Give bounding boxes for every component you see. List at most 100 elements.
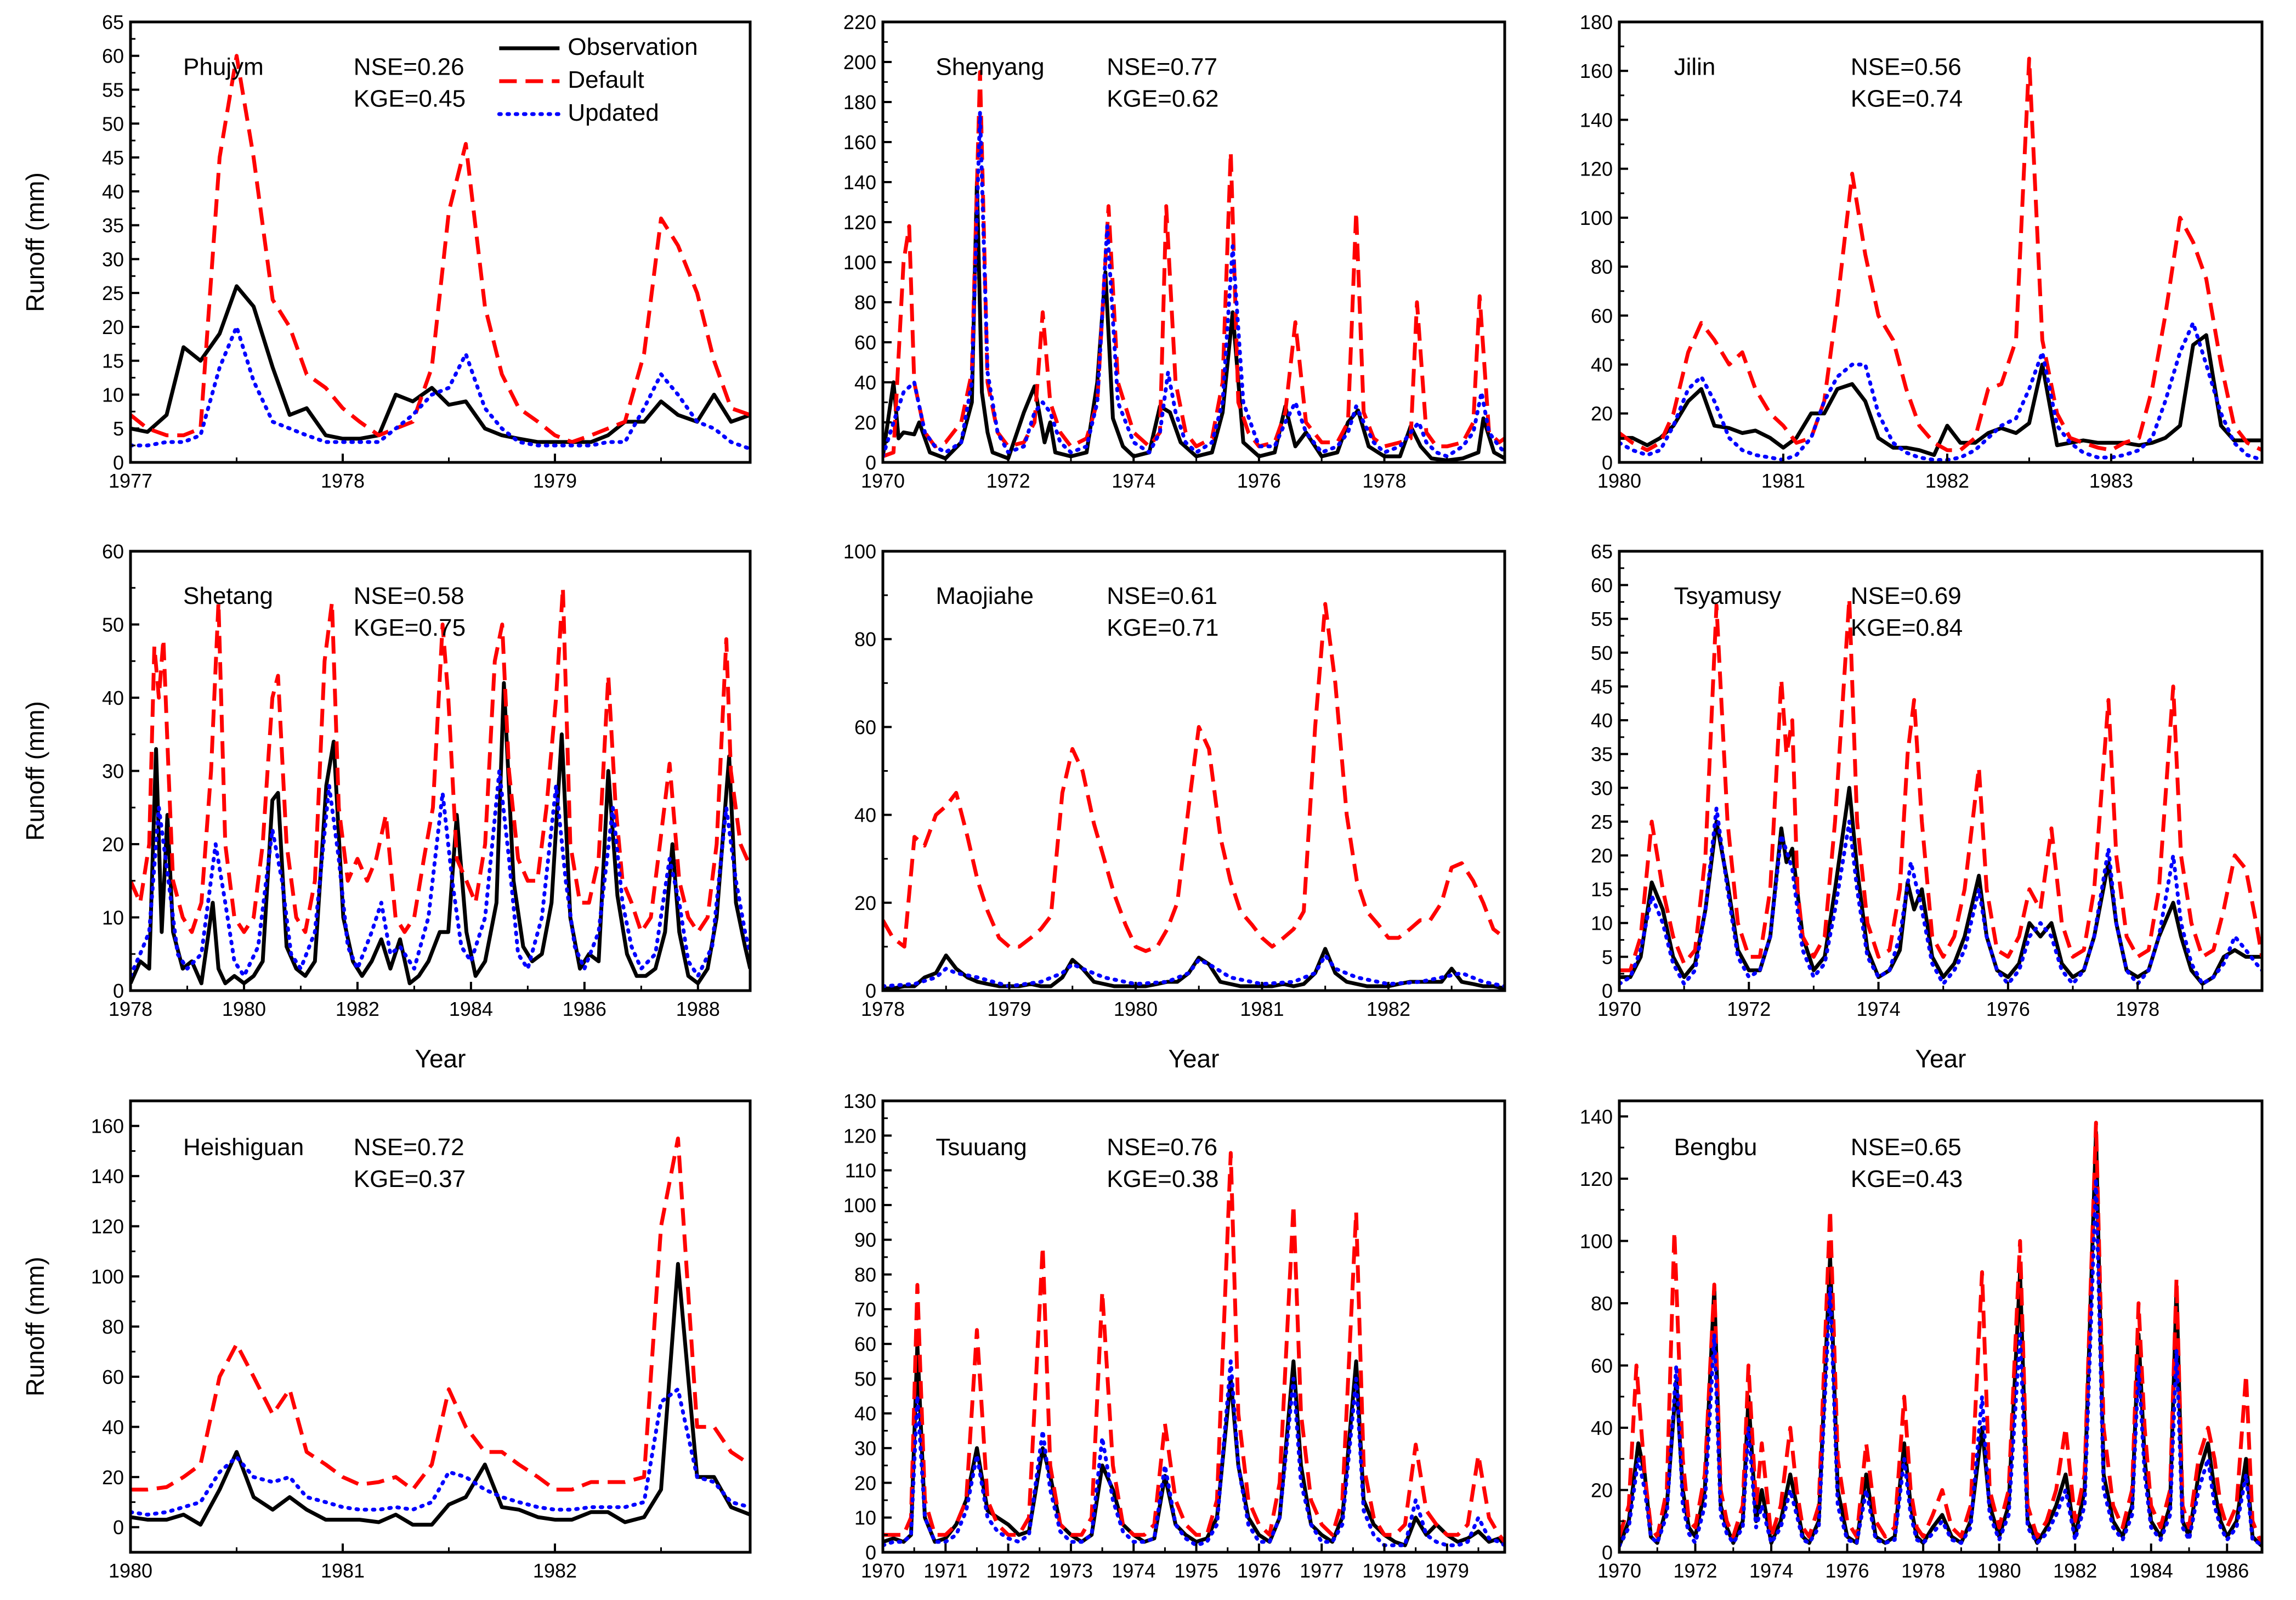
x-tick-label: 1978 — [861, 998, 905, 1020]
x-tick-label: 1988 — [676, 998, 720, 1020]
y-tick-label: 30 — [102, 760, 124, 782]
x-tick-label: 1980 — [1977, 1559, 2021, 1582]
panel-shenyang: 0 20 40 60 80 100 120 140 160 180 200 220 1970 1972 19… — [843, 11, 1506, 492]
series-default-line — [131, 54, 750, 444]
y-tick-label: 80 — [854, 1263, 876, 1286]
y-tick-label: 80 — [1591, 256, 1613, 278]
x-tick-label: 1984 — [2129, 1559, 2173, 1582]
x-tick-label: 1976 — [1826, 1559, 1869, 1582]
nse-value: NSE=0.72 — [354, 1134, 464, 1161]
y-tick-label: 20 — [102, 316, 124, 338]
panel-tsuuang: 0 10 20 30 40 50 60 70 80 90 100 110 120 130 1970 1971 1… — [843, 1090, 1506, 1582]
y-tick-label: 40 — [102, 1416, 124, 1438]
y-tick-label: 50 — [102, 112, 124, 135]
x-tick-label: 1981 — [1761, 470, 1805, 492]
y-tick-label: 15 — [102, 350, 124, 372]
y-tick-label: 140 — [1580, 109, 1613, 131]
y-tick-label: 20 — [854, 1472, 876, 1494]
y-tick-label: 120 — [1580, 158, 1613, 180]
station-name: Shetang — [183, 583, 273, 609]
station-name: Jilin — [1674, 53, 1716, 80]
y-tick-label: 80 — [854, 291, 876, 314]
y-tick-label: 20 — [1591, 844, 1613, 867]
x-tick-label: 1980 — [222, 998, 266, 1020]
y-tick-label: 15 — [1591, 878, 1613, 901]
y-tick-label: 10 — [102, 383, 124, 406]
y-tick-label: 40 — [1591, 709, 1613, 732]
station-name: Phujym — [183, 53, 264, 80]
x-tick-label: 1982 — [336, 998, 379, 1020]
x-tick-label: 1984 — [449, 998, 493, 1020]
y-tick-label: 100 — [843, 540, 876, 563]
y-tick-label: 60 — [102, 45, 124, 67]
y-tick-label: 35 — [102, 214, 124, 237]
y-tick-label: 55 — [102, 78, 124, 101]
x-tick-label: 1976 — [1237, 470, 1281, 492]
x-tick-label: 1972 — [987, 470, 1030, 492]
x-tick-label: 1972 — [1673, 1559, 1717, 1582]
station-name: Maojiahe — [936, 583, 1034, 609]
series-default-line — [1619, 56, 2262, 453]
y-tick-label: 20 — [854, 411, 876, 434]
y-tick-label: 25 — [102, 282, 124, 304]
y-tick-label: 60 — [102, 1366, 124, 1388]
y-tick-label: 0 — [1602, 980, 1613, 1002]
station-name: Shenyang — [936, 53, 1044, 80]
x-tick-label: 1974 — [1112, 1559, 1155, 1582]
y-tick-label: 40 — [854, 371, 876, 394]
series-updated-line — [1619, 806, 2262, 986]
y-tick-label: 0 — [113, 451, 124, 474]
y-tick-label: 5 — [1602, 946, 1613, 968]
x-tick-label: 1974 — [1857, 998, 1901, 1020]
x-tick-label: 1979 — [987, 998, 1031, 1020]
y-axis-label: Runoff (mm) — [21, 1257, 49, 1397]
x-tick-label: 1978 — [1362, 470, 1406, 492]
y-tick-label: 40 — [102, 180, 124, 203]
y-tick-label: 0 — [113, 980, 124, 1002]
series-updated-line — [1619, 1177, 2262, 1548]
y-tick-label: 200 — [843, 51, 876, 74]
x-tick-label: 1978 — [321, 470, 365, 492]
station-name: Heishiguan — [183, 1134, 304, 1161]
y-tick-label: 55 — [1591, 608, 1613, 630]
x-tick-label: 1970 — [861, 1559, 905, 1582]
y-tick-label: 140 — [1580, 1105, 1613, 1128]
x-tick-label: 1980 — [1597, 470, 1641, 492]
y-tick-label: 60 — [1591, 304, 1613, 327]
series-updated-line — [883, 110, 1505, 459]
series-updated-line — [883, 953, 1505, 988]
y-tick-label: 0 — [865, 1541, 876, 1564]
y-tick-label: 20 — [102, 1466, 124, 1489]
y-tick-label: 40 — [854, 804, 876, 827]
series-updated-line — [131, 769, 750, 978]
y-tick-label: 0 — [865, 451, 876, 474]
x-tick-label: 1972 — [1727, 998, 1771, 1020]
y-tick-label: 120 — [843, 211, 876, 234]
y-tick-label: 20 — [1591, 1479, 1613, 1501]
legend-observation-label: Observation — [568, 33, 698, 60]
y-tick-label: 30 — [854, 1437, 876, 1460]
x-tick-label: 1970 — [1597, 1559, 1641, 1582]
y-tick-label: 50 — [854, 1367, 876, 1390]
kge-value: KGE=0.62 — [1107, 85, 1218, 112]
series-default-line — [1619, 596, 2262, 973]
y-tick-label: 90 — [854, 1229, 876, 1251]
x-tick-label: 1970 — [1597, 998, 1641, 1020]
x-tick-label: 1977 — [1300, 1559, 1343, 1582]
series-updated-line — [131, 325, 750, 451]
x-tick-label: 1986 — [2205, 1559, 2249, 1582]
y-tick-label: 180 — [1580, 11, 1613, 33]
x-axis-label: Year — [1915, 1044, 1966, 1073]
y-tick-label: 70 — [854, 1298, 876, 1321]
panel-maojiahe: 0 20 40 60 80 100 1978 1979 1980 1981 1982 Year Maoj… — [843, 540, 1506, 1073]
series-observation-line — [1619, 333, 2262, 457]
y-tick-label: 10 — [854, 1507, 876, 1529]
nse-value: NSE=0.69 — [1851, 583, 1961, 609]
y-tick-label: 65 — [102, 11, 124, 33]
y-tick-label: 160 — [1580, 60, 1613, 82]
legend-default-label: Default — [568, 66, 644, 93]
y-tick-label: 80 — [102, 1315, 124, 1338]
y-tick-label: 35 — [1591, 743, 1613, 766]
x-tick-label: 1978 — [1901, 1559, 1945, 1582]
